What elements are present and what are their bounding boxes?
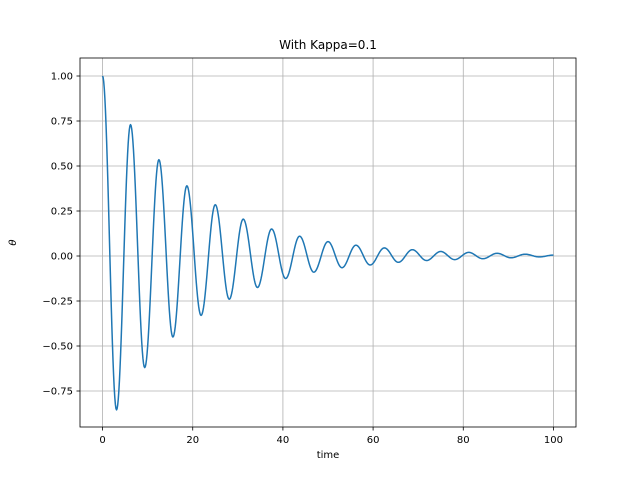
x-tick-label: 60 bbox=[367, 435, 380, 446]
y-tick-label: −0.25 bbox=[42, 297, 73, 308]
y-axis-label: θ bbox=[8, 239, 19, 245]
y-tick-label: 0.75 bbox=[51, 117, 73, 128]
series-layer bbox=[101, 75, 554, 411]
y-tick-label: −0.75 bbox=[42, 387, 73, 398]
plot-frame bbox=[79, 57, 577, 428]
y-tick-label: 0.25 bbox=[51, 207, 73, 218]
y-tick-label: −0.50 bbox=[42, 342, 73, 353]
chart-title: With Kappa=0.1 bbox=[279, 38, 377, 52]
y-tick-label: 0.00 bbox=[51, 252, 73, 263]
series-line bbox=[101, 75, 554, 411]
axis-ticks: 0 20 40 60 80 100 −0.75 −0.50 −0.25 0.00 0.25 0.50 0… bbox=[42, 72, 563, 447]
grid-lines bbox=[80, 58, 576, 427]
x-axis-label: time bbox=[317, 450, 340, 461]
x-tick-label: 80 bbox=[457, 435, 470, 446]
x-tick-label: 0 bbox=[99, 435, 105, 446]
x-tick-label: 40 bbox=[277, 435, 290, 446]
y-tick-label: 0.50 bbox=[51, 162, 73, 173]
y-tick-label: 1.00 bbox=[51, 72, 73, 83]
x-tick-label: 100 bbox=[544, 435, 563, 446]
x-tick-label: 20 bbox=[186, 435, 199, 446]
